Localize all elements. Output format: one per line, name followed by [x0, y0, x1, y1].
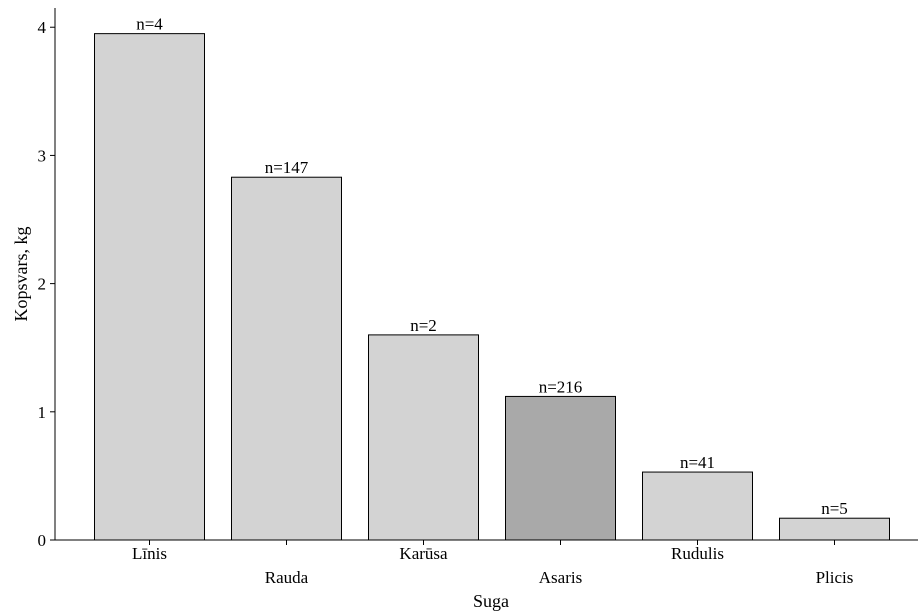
bar-3	[505, 395, 616, 541]
category-label-1: Rauda	[265, 568, 309, 587]
x-axis-title: Suga	[473, 591, 509, 611]
bar-data-label-1: n=147	[265, 158, 309, 177]
bar-4	[642, 471, 753, 541]
category-label-4: Rudulis	[671, 544, 724, 563]
bar-1	[231, 176, 342, 541]
y-tick-label-3: 3	[38, 146, 47, 165]
y-axis-title: Kopsvars, kg	[11, 227, 31, 322]
data-labels-group: n=4 n=147 n=2 n=216 n=41 n=5	[136, 15, 848, 519]
category-label-3: Asaris	[539, 568, 582, 587]
category-label-2: Karūsa	[399, 544, 448, 563]
bar-0	[94, 33, 205, 541]
y-tick-label-2: 2	[38, 275, 47, 294]
y-tick-label-0: 0	[38, 531, 47, 550]
bar-data-label-5: n=5	[821, 499, 848, 518]
bar-data-label-2: n=2	[410, 316, 437, 335]
bars-group	[94, 33, 890, 541]
bar-data-label-0: n=4	[136, 15, 163, 34]
category-label-0: Līnis	[132, 544, 167, 563]
x-axis	[55, 539, 918, 545]
category-labels-group: Līnis Rauda Karūsa Asaris Rudulis Plicis	[132, 544, 853, 587]
bar-5	[779, 517, 890, 541]
y-axis: 0 1 2 3 4	[38, 8, 56, 550]
bar-data-label-3: n=216	[539, 377, 583, 396]
category-label-5: Plicis	[816, 568, 854, 587]
y-tick-label-4: 4	[38, 18, 47, 37]
bar-2	[368, 334, 479, 541]
y-tick-label-1: 1	[38, 403, 47, 422]
bar-data-label-4: n=41	[680, 453, 715, 472]
